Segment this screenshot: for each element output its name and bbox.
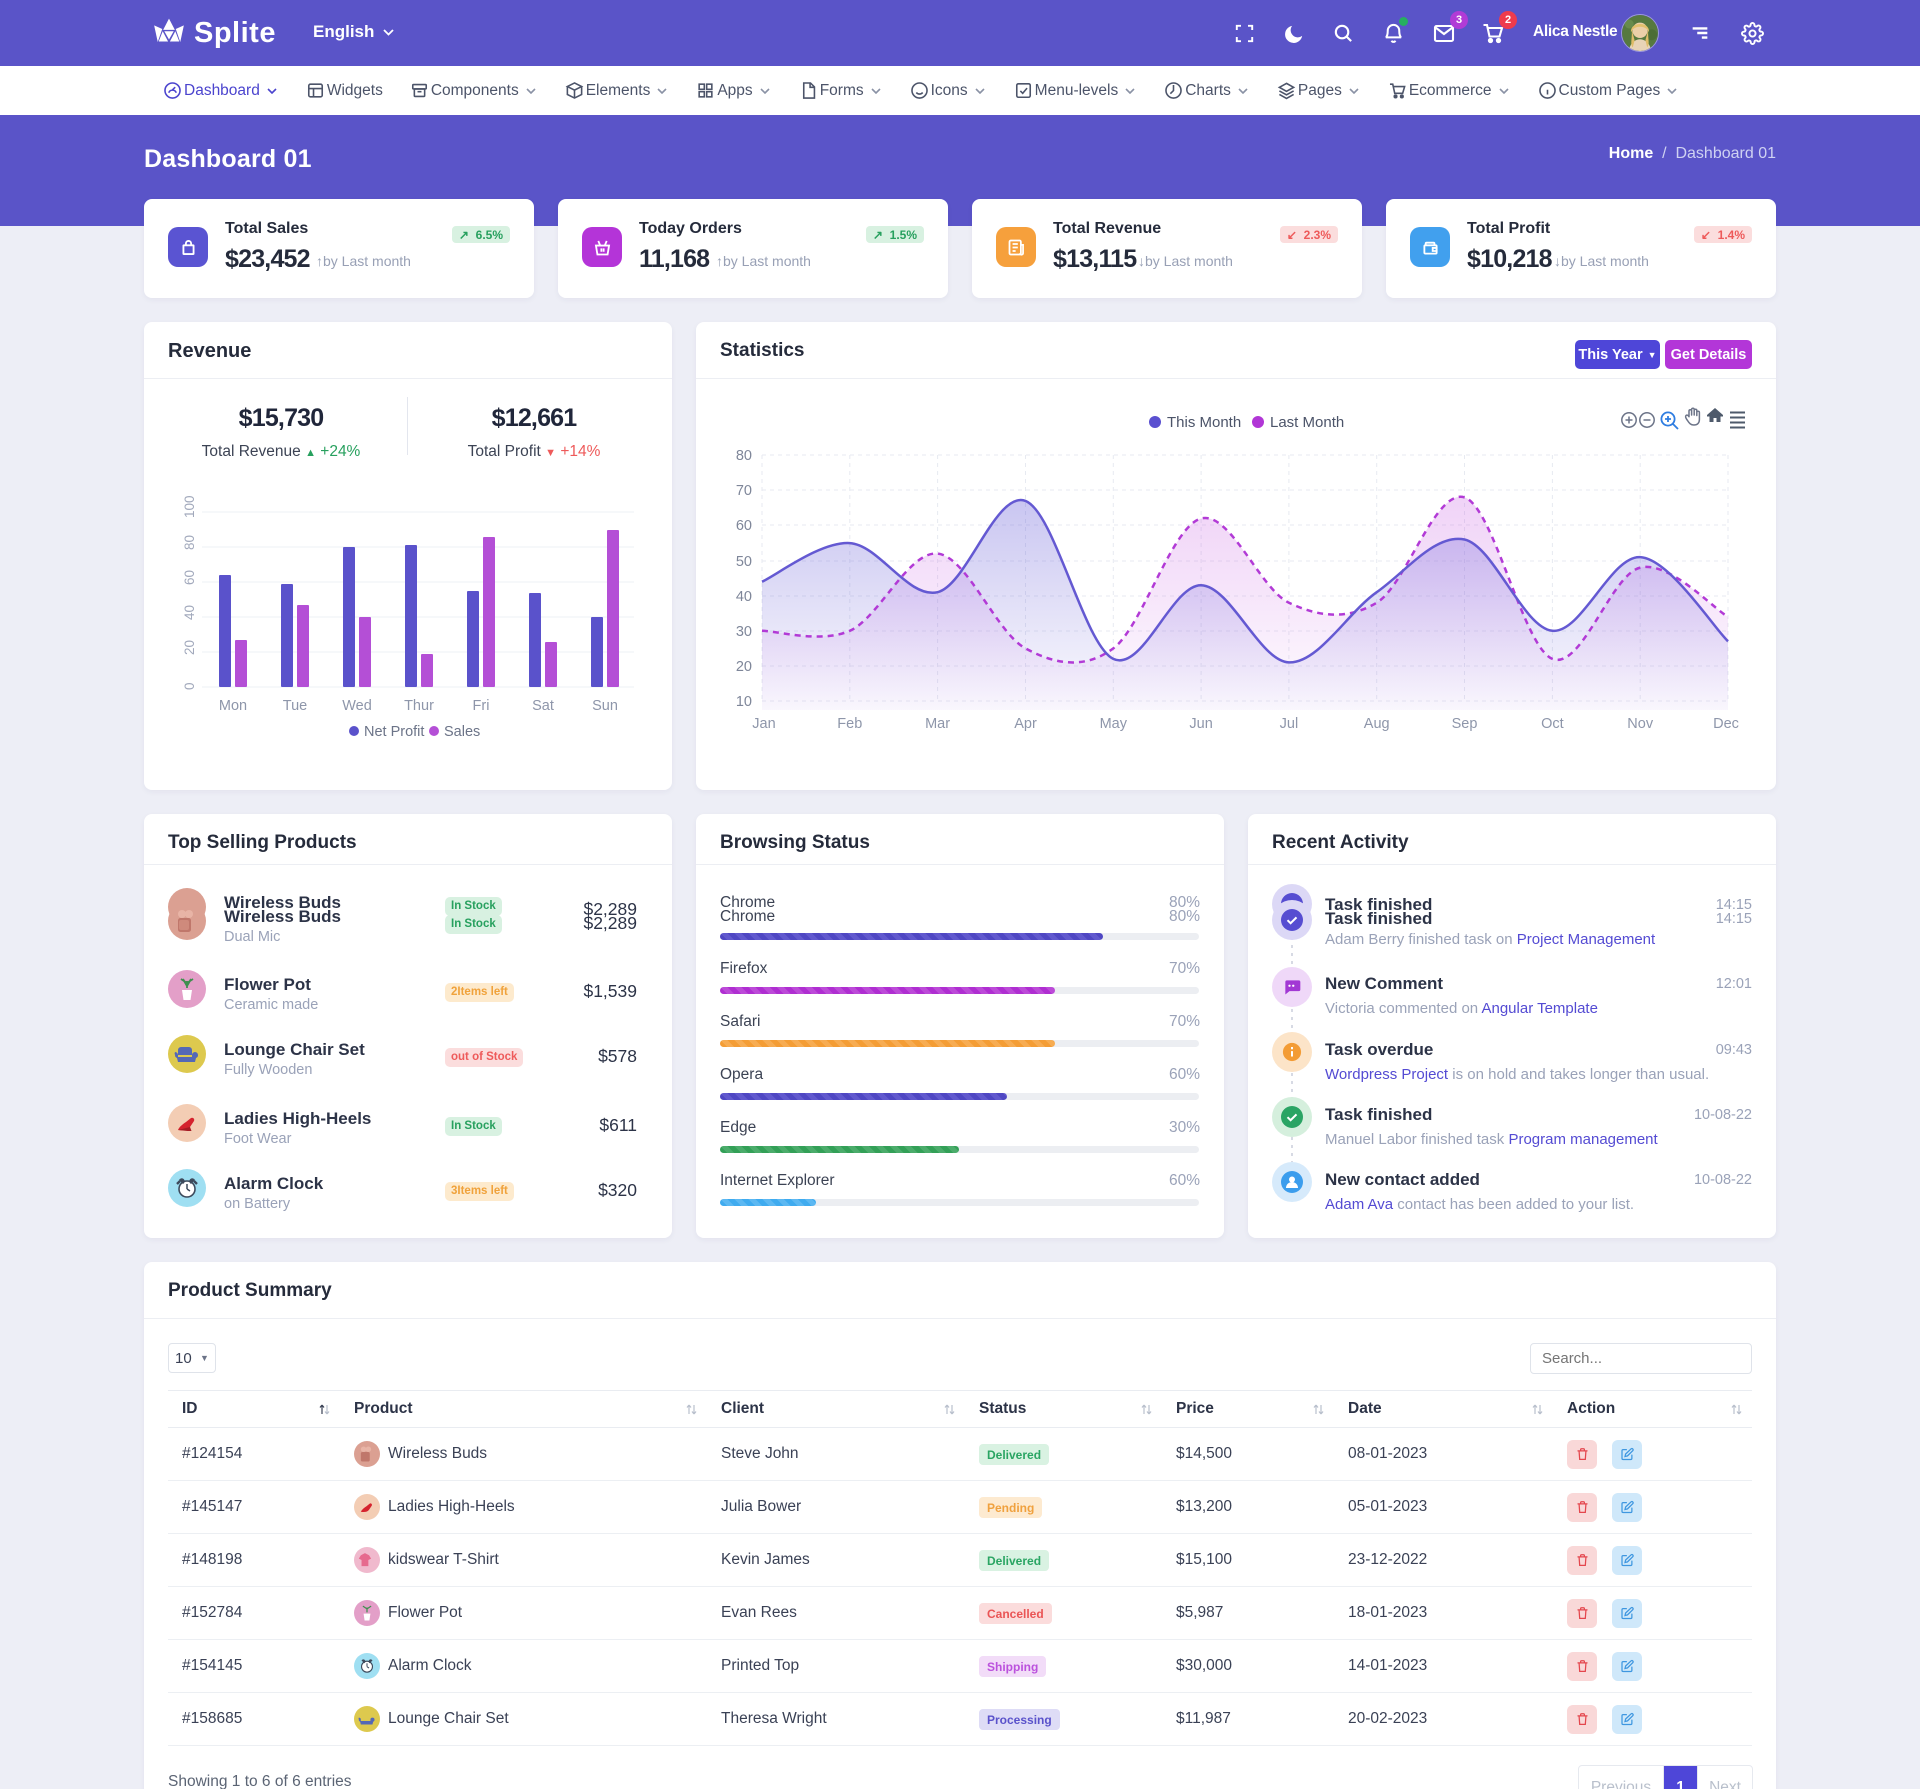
svg-text:40: 40	[182, 605, 197, 620]
svg-text:Sat: Sat	[532, 698, 554, 714]
svg-text:Oct: Oct	[1541, 716, 1564, 732]
svg-text:Last Month: Last Month	[1270, 414, 1344, 431]
svg-text:May: May	[1100, 716, 1128, 732]
svg-text:80: 80	[736, 448, 752, 464]
svg-text:Net Profit: Net Profit	[364, 724, 424, 740]
svg-text:50: 50	[736, 554, 752, 570]
svg-text:Jan: Jan	[752, 716, 775, 732]
svg-text:Apr: Apr	[1014, 716, 1037, 732]
svg-text:Feb: Feb	[837, 716, 862, 732]
svg-text:Sales: Sales	[444, 724, 480, 740]
svg-text:Sun: Sun	[592, 698, 618, 714]
svg-text:Mar: Mar	[925, 716, 950, 732]
svg-text:Sep: Sep	[1452, 716, 1478, 732]
svg-text:30: 30	[736, 624, 752, 640]
svg-text:Nov: Nov	[1627, 716, 1654, 732]
svg-text:This Month: This Month	[1167, 414, 1241, 431]
svg-text:Jun: Jun	[1189, 716, 1212, 732]
svg-text:Thur: Thur	[404, 698, 434, 714]
svg-text:40: 40	[736, 589, 752, 605]
svg-text:100: 100	[182, 495, 197, 518]
svg-text:0: 0	[182, 682, 197, 690]
svg-text:20: 20	[182, 640, 197, 655]
svg-text:Jul: Jul	[1280, 716, 1299, 732]
svg-text:10: 10	[736, 694, 752, 710]
svg-text:Wed: Wed	[342, 698, 372, 714]
svg-text:70: 70	[736, 483, 752, 499]
svg-text:Fri: Fri	[473, 698, 490, 714]
svg-text:60: 60	[736, 518, 752, 534]
svg-text:Tue: Tue	[283, 698, 307, 714]
svg-text:20: 20	[736, 659, 752, 675]
svg-text:Aug: Aug	[1364, 716, 1390, 732]
svg-text:Mon: Mon	[219, 698, 247, 714]
svg-text:60: 60	[182, 570, 197, 585]
svg-text:Dec: Dec	[1713, 716, 1739, 732]
svg-text:80: 80	[182, 535, 197, 550]
